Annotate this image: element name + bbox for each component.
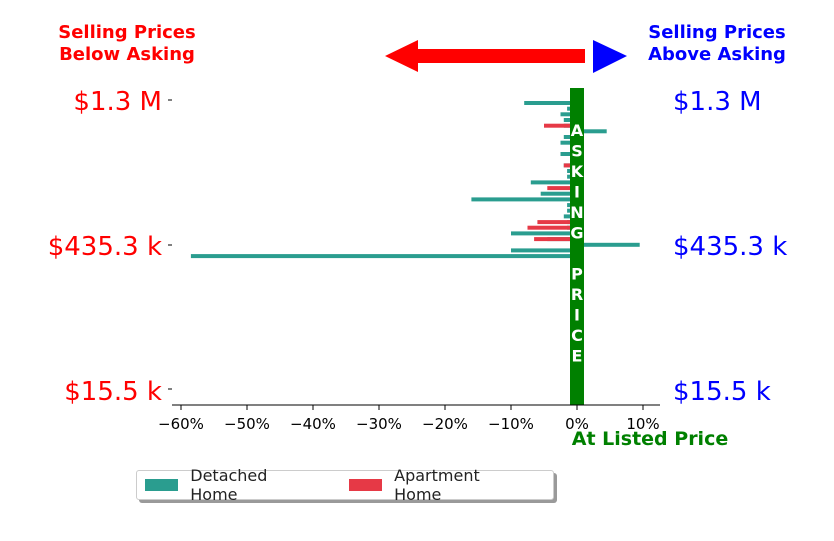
- legend-swatch-detached: [145, 479, 179, 491]
- bar-detached-17: [471, 197, 577, 202]
- above-asking-label-line1: Selling Prices: [648, 22, 785, 43]
- price-label-bottom-right: $15.5 k: [673, 377, 771, 407]
- x-tick-label-5: −10%: [488, 415, 534, 433]
- price-label-mid-left: $435.3 k: [48, 232, 162, 262]
- x-tick-label-6: 0%: [565, 415, 589, 433]
- asking-letter-3: I: [574, 183, 580, 202]
- x-tick-label-0: −60%: [158, 415, 204, 433]
- bar-detached-16: [540, 191, 577, 196]
- bar-apartment-15: [547, 186, 577, 191]
- bar-detached-7: [560, 140, 577, 145]
- asking-letter-0: A: [571, 121, 584, 140]
- bar-apartment-24: [534, 237, 577, 242]
- x-tick-label-3: −30%: [356, 415, 402, 433]
- asking-letter-1: S: [571, 142, 583, 161]
- legend-item-apartment: Apartment Home: [348, 466, 529, 504]
- x-tick-label-2: −40%: [290, 415, 336, 433]
- asking-price-band: [570, 88, 584, 405]
- bar-detached-0: [524, 101, 577, 105]
- bar-apartment-4: [544, 123, 577, 128]
- asking-letter-9: I: [574, 306, 580, 325]
- bar-detached-27: [190, 254, 577, 259]
- legend-item-detached: Detached Home: [145, 466, 317, 504]
- right-arrow-icon: [593, 40, 627, 73]
- above-asking-label-line2: Above Asking: [648, 44, 786, 65]
- bar-detached-9: [560, 152, 577, 156]
- bar-detached-25: [577, 242, 640, 247]
- bar-detached-5: [577, 129, 607, 134]
- x-ticks: −60% −50% −40% −30% −20% −10% 0% 10%: [158, 405, 660, 433]
- bar-apartment-21: [537, 220, 577, 225]
- price-label-bottom-left: $15.5 k: [64, 377, 162, 407]
- bar-apartment-22: [527, 225, 577, 230]
- asking-letter-7: P: [571, 265, 583, 284]
- bar-detached-2: [560, 112, 577, 117]
- bar-detached-26: [511, 248, 577, 253]
- left-arrow-icon: [385, 40, 585, 72]
- legend-label-detached: Detached Home: [190, 466, 268, 504]
- price-label-top-right: $1.3 M: [673, 87, 762, 117]
- asking-letter-8: R: [571, 285, 583, 304]
- asking-letter-5: G: [570, 224, 583, 243]
- asking-letter-10: C: [571, 326, 583, 345]
- below-asking-label-line1: Selling Prices: [58, 22, 195, 43]
- legend-swatch-apartment: [348, 479, 383, 491]
- x-tick-label-4: −20%: [422, 415, 468, 433]
- asking-letter-2: K: [571, 162, 584, 181]
- price-label-top-left: $1.3 M: [73, 87, 162, 117]
- x-tick-label-7: 10%: [626, 415, 659, 433]
- asking-letter-11: E: [572, 347, 583, 366]
- at-listed-price-label: At Listed Price: [572, 428, 728, 450]
- bar-detached-23: [511, 231, 577, 236]
- below-asking-label-line2: Below Asking: [59, 44, 195, 65]
- legend-label-apartment: Apartment Home: [394, 466, 480, 504]
- asking-letter-4: N: [570, 203, 583, 222]
- legend: Detached Home Apartment Home: [136, 466, 554, 504]
- bar-detached-14: [530, 180, 577, 185]
- x-tick-label-1: −50%: [224, 415, 270, 433]
- price-label-mid-right: $435.3 k: [673, 232, 787, 262]
